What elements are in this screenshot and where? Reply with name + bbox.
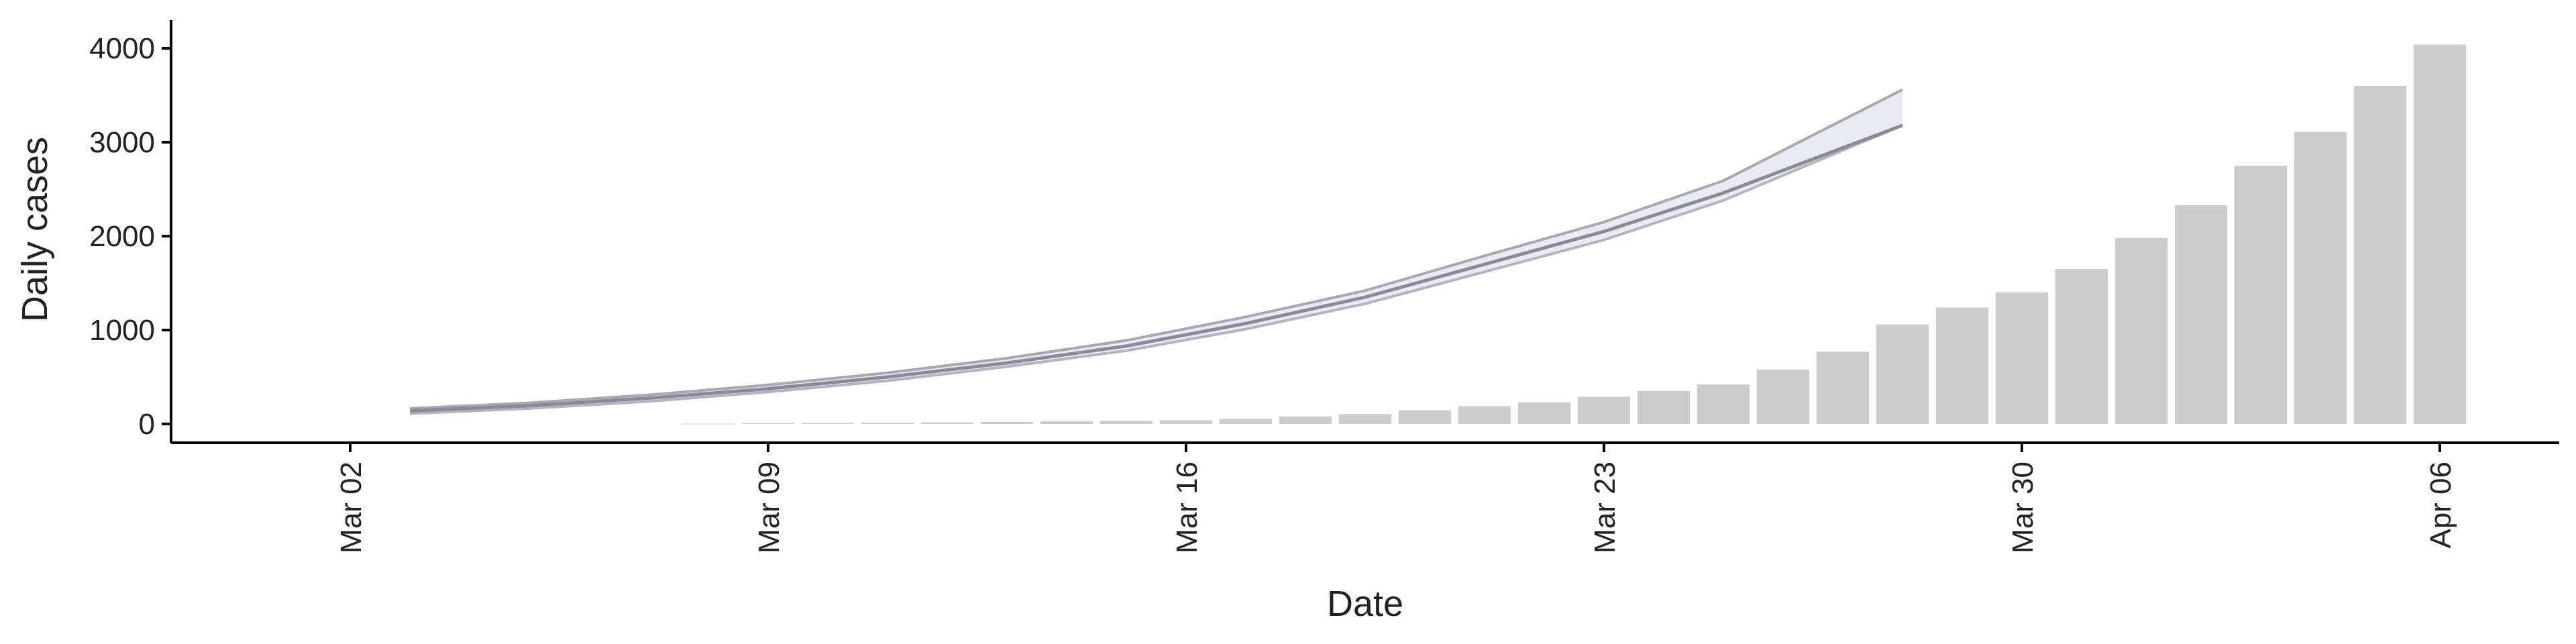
bar-2020-04-05: [2353, 86, 2407, 424]
bar-2020-04-04: [2294, 131, 2347, 424]
bar-2020-03-19: [1338, 414, 1392, 424]
projection-band-layer: [409, 88, 1903, 415]
projection-upper-line: [409, 88, 1903, 410]
projection-line: [409, 123, 1903, 413]
y-tick-label: 1000: [89, 314, 155, 347]
projection-band: [410, 89, 1902, 414]
bar-2020-04-03: [2234, 166, 2288, 424]
bar-2020-03-12: [920, 422, 974, 424]
bar-2020-03-18: [1279, 416, 1332, 424]
bar-2020-03-29: [1935, 307, 1989, 424]
bar-2020-03-17: [1219, 419, 1273, 424]
x-tick-label: Mar 09: [753, 462, 786, 553]
bar-2020-03-26: [1756, 369, 1810, 424]
bar-2020-03-31: [2055, 269, 2108, 424]
bar-2020-03-08: [682, 423, 735, 425]
bar-2020-03-16: [1159, 420, 1213, 424]
bar-2020-03-11: [861, 423, 914, 424]
bar-2020-03-25: [1697, 384, 1750, 424]
bar-2020-04-01: [2114, 237, 2168, 424]
bar-2020-04-06: [2413, 44, 2467, 424]
projection-lower-line: [409, 123, 1903, 415]
bar-2020-03-20: [1398, 410, 1452, 424]
y-axis-label: Daily cases: [15, 137, 55, 322]
bar-2020-03-10: [801, 423, 855, 424]
x-axis-label: Date: [1327, 584, 1403, 624]
bar-2020-03-13: [980, 421, 1034, 424]
axes-layer: 0 1000 2000 3000 4000 Mar 02 Mar 09 Mar 16 Mar 2…: [89, 20, 2559, 553]
bar-2020-03-27: [1816, 352, 1870, 424]
x-tick-label: Mar 30: [2006, 462, 2039, 553]
bar-2020-03-30: [1995, 292, 2049, 424]
bar-2020-03-24: [1637, 391, 1690, 424]
bar-2020-03-21: [1458, 406, 1511, 424]
x-tick-label: Apr 06: [2424, 462, 2457, 549]
y-tick-label: 0: [139, 408, 155, 441]
bar-2020-03-28: [1876, 324, 1929, 424]
x-tick-label: Mar 16: [1171, 462, 1203, 553]
bar-2020-03-14: [1040, 421, 1093, 424]
bar-2020-04-02: [2174, 205, 2228, 424]
y-tick-label: 3000: [89, 126, 155, 159]
bars-layer: [682, 44, 2467, 425]
y-tick-label: 2000: [89, 220, 155, 253]
bar-2020-03-15: [1099, 421, 1153, 424]
bar-2020-03-22: [1517, 402, 1571, 424]
x-tick-label: Mar 02: [335, 462, 368, 553]
y-tick-label: 4000: [89, 32, 155, 65]
x-tick-label: Mar 23: [1589, 462, 1621, 553]
bar-2020-03-23: [1577, 396, 1631, 424]
bar-2020-03-09: [741, 423, 795, 424]
